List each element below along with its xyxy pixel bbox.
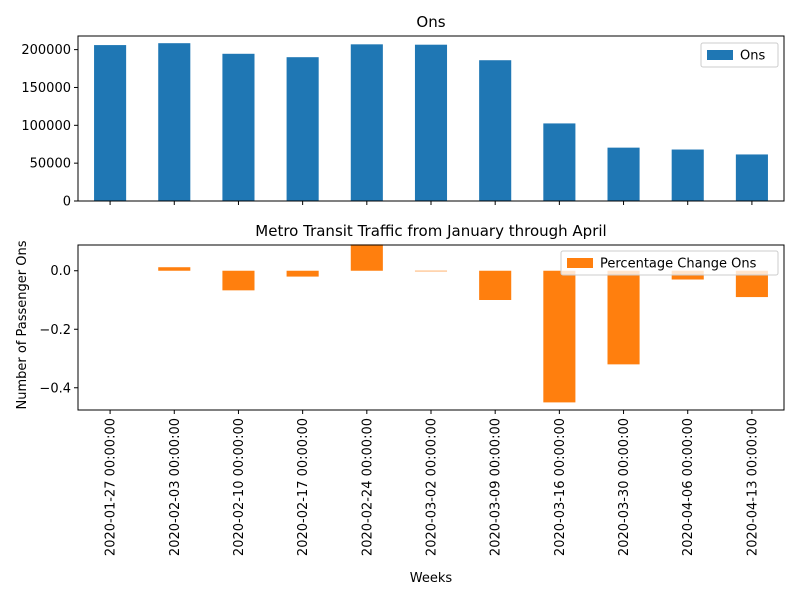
legend-label: Percentage Change Ons xyxy=(600,257,757,272)
legend-swatch xyxy=(707,50,733,60)
y-tick-label: 0 xyxy=(63,195,71,210)
x-tick-label: 2020-02-03 00:00:00 xyxy=(168,418,183,556)
bar-pct-change-6 xyxy=(479,270,512,300)
legend-label: Ons xyxy=(740,49,765,64)
bar-pct-change-5 xyxy=(414,270,448,272)
y-tick-label: 50000 xyxy=(30,157,71,172)
bar-ons-6 xyxy=(479,60,512,201)
x-tick-label: 2020-02-10 00:00:00 xyxy=(232,418,247,556)
bar-ons-7 xyxy=(543,123,576,201)
x-tick-label: 2020-03-16 00:00:00 xyxy=(553,418,568,556)
bar-pct-change-7 xyxy=(543,270,576,403)
bar-pct-change-3 xyxy=(286,270,319,277)
y-tick-label: 0.0 xyxy=(50,264,71,279)
legend-box xyxy=(700,42,779,68)
bar-ons-5 xyxy=(414,44,448,202)
legend-box xyxy=(560,250,779,276)
bar-ons-4 xyxy=(350,44,383,201)
bottom-chart-title: Metro Transit Traffic from January throu… xyxy=(255,222,606,240)
x-tick-label: 2020-02-17 00:00:00 xyxy=(296,418,311,556)
bar-ons-10 xyxy=(735,154,768,201)
x-tick-label: 2020-03-30 00:00:00 xyxy=(617,418,632,556)
bar-ons-2 xyxy=(222,53,255,201)
top-panel: 0 50000 100000 150000 200000 Ons xyxy=(21,35,785,210)
y-tick-label: 150000 xyxy=(21,81,71,96)
x-tick-label: 2020-04-13 00:00:00 xyxy=(745,418,760,556)
bar-pct-change-8 xyxy=(607,270,640,365)
x-tick-label: 2020-01-27 00:00:00 xyxy=(104,418,119,556)
y-axis-label: Number of Passenger Ons xyxy=(15,240,30,409)
y-tick-label: −0.4 xyxy=(39,381,71,396)
bar-ons-3 xyxy=(286,57,319,201)
bar-pct-change-1 xyxy=(158,267,191,271)
bar-ons-0 xyxy=(94,45,127,201)
x-tick-label: 2020-03-09 00:00:00 xyxy=(489,418,504,556)
top-chart-title: Ons xyxy=(416,13,445,31)
x-tick-label: 2020-03-02 00:00:00 xyxy=(425,418,440,556)
bar-ons-8 xyxy=(607,147,640,201)
bottom-panel: −0.4 −0.2 0.0 2020-01-27 00:00:00 2020-02-03… xyxy=(39,244,785,556)
bar-ons-1 xyxy=(158,43,191,201)
bar-pct-change-4 xyxy=(350,244,383,271)
y-tick-label: −0.2 xyxy=(39,323,71,338)
legend-swatch xyxy=(567,258,593,268)
x-axis-label: Weeks xyxy=(410,571,453,586)
x-tick-label: 2020-04-06 00:00:00 xyxy=(681,418,696,556)
bar-pct-change-2 xyxy=(222,270,255,291)
y-tick-label: 200000 xyxy=(21,43,71,58)
x-tick-label: 2020-02-24 00:00:00 xyxy=(360,418,375,556)
bar-ons-9 xyxy=(671,149,704,201)
y-tick-label: 100000 xyxy=(21,119,71,134)
